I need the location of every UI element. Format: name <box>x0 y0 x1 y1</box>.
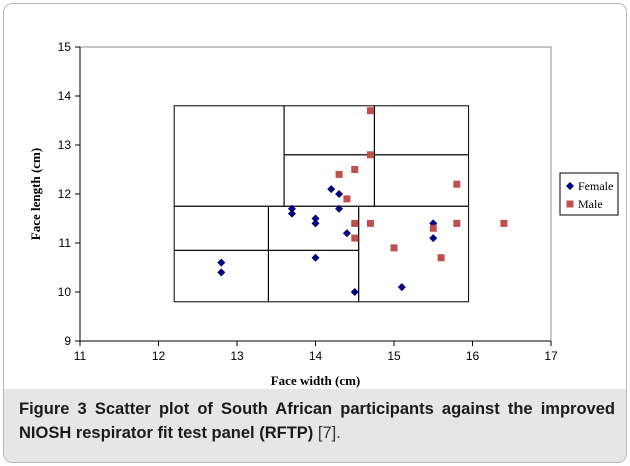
male-point <box>429 224 437 232</box>
female-point <box>327 185 336 194</box>
y-tick-label: 15 <box>58 40 72 54</box>
male-point <box>437 254 445 262</box>
y-tick-label: 14 <box>58 89 72 103</box>
female-point <box>429 234 438 243</box>
x-tick-label: 13 <box>230 349 244 363</box>
y-axis-title: Face length (cm) <box>28 148 43 240</box>
y-tick-label: 13 <box>58 138 72 152</box>
y-tick-label: 11 <box>59 236 72 250</box>
legend-marker-male <box>566 200 574 208</box>
caption-reference-link[interactable]: [7]. <box>317 424 341 442</box>
male-point <box>335 170 343 178</box>
female-point <box>287 209 296 218</box>
female-point <box>335 190 344 198</box>
axes: 11 12 13 14 15 16 17 9 10 11 12 13 14 15 <box>58 40 558 363</box>
legend-label-male: Male <box>578 197 603 211</box>
male-point <box>453 180 461 188</box>
data-points <box>217 107 508 296</box>
panel-cell-10 <box>358 205 470 303</box>
female-point <box>350 288 359 296</box>
y-tick-label: 12 <box>58 187 72 201</box>
x-tick-label: 14 <box>309 349 323 363</box>
y-tick-label: 10 <box>58 285 72 299</box>
female-point <box>311 214 320 223</box>
legend-box <box>559 172 619 216</box>
male-point <box>366 219 374 227</box>
female-point <box>311 253 320 262</box>
legend: Female Male <box>559 172 619 216</box>
male-point <box>351 166 359 173</box>
male-point <box>366 151 374 159</box>
male-point <box>390 244 398 252</box>
x-tick-label: 16 <box>466 349 480 363</box>
caption-text: Scatter plot of South African participan… <box>19 400 615 442</box>
male-point <box>453 219 461 227</box>
x-tick-label: 17 <box>544 349 558 363</box>
x-tick-label: 12 <box>152 349 166 363</box>
x-axis-title: Face width (cm) <box>271 373 361 388</box>
scatter-chart: 11 12 13 14 15 16 17 9 10 11 12 13 14 15 Face width (… <box>28 40 619 388</box>
female-point <box>335 204 344 213</box>
legend-label-female: Female <box>578 179 613 193</box>
male-point <box>343 195 351 203</box>
female-point <box>217 258 226 267</box>
rftp-panel-grid <box>173 105 470 303</box>
male-point <box>500 219 508 227</box>
caption-bar: Figure 3 Scatter plot of South African p… <box>4 389 626 462</box>
female-point <box>311 219 320 228</box>
female-point <box>397 283 406 292</box>
male-point <box>351 219 359 227</box>
figure-caption: Figure 3 Scatter plot of South African p… <box>19 397 615 445</box>
female-point <box>342 229 351 238</box>
male-point <box>351 234 359 242</box>
x-tick-label: 11 <box>74 349 87 363</box>
female-point <box>217 268 226 277</box>
male-point <box>366 107 374 115</box>
caption-label: Figure 3 <box>19 400 87 418</box>
legend-marker-female <box>566 182 574 190</box>
y-tick-label: 9 <box>64 334 71 348</box>
female-point <box>287 204 296 213</box>
plot-area <box>79 46 552 342</box>
x-tick-label: 15 <box>387 349 401 363</box>
figure-frame: 11 12 13 14 15 16 17 9 10 11 12 13 14 15 Face width (… <box>3 3 627 463</box>
